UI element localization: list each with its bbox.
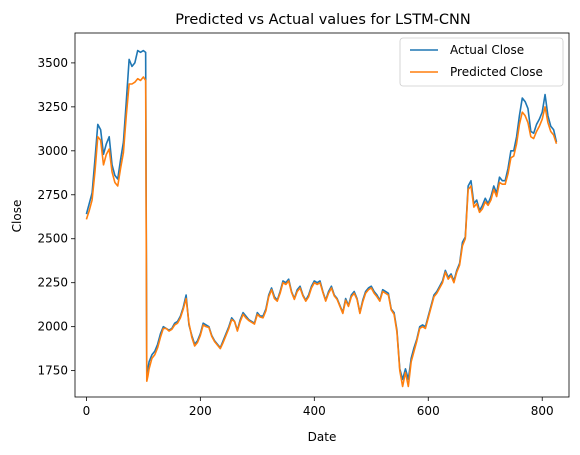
chart-title: Predicted vs Actual values for LSTM-CNN	[175, 12, 470, 28]
plot-area	[85, 49, 558, 388]
y-axis-label: Close	[10, 200, 24, 233]
legend-box	[399, 37, 564, 87]
x-tick-label: 600	[417, 404, 440, 418]
y-tick-label: 3500	[37, 56, 68, 70]
x-tick-label: 400	[303, 404, 326, 418]
legend-label-predicted: Predicted Close	[450, 65, 543, 79]
y-tick-label: 2000	[37, 320, 68, 334]
legend-label-actual: Actual Close	[450, 43, 524, 57]
y-tick-label: 3000	[37, 144, 68, 158]
x-axis-label: Date	[308, 430, 337, 444]
y-tick-label: 1750	[37, 364, 68, 378]
y-tick-label: 2250	[37, 276, 68, 290]
plot-frame	[74, 32, 570, 398]
y-tick-label: 3250	[37, 100, 68, 114]
legend: Actual Close Predicted Close	[399, 37, 564, 87]
y-axis: 1750 2000 2250 2500 2750 3000 3250 3500	[37, 56, 75, 378]
x-tick-label: 0	[83, 404, 91, 418]
x-tick-label: 800	[531, 404, 554, 418]
y-tick-label: 2500	[37, 232, 68, 246]
series-line-actual-close	[85, 49, 558, 381]
series-line-predicted-close	[85, 76, 558, 388]
x-tick-label: 200	[189, 404, 212, 418]
y-tick-label: 2750	[37, 188, 68, 202]
x-axis: 0 200 400 600 800	[83, 397, 554, 418]
